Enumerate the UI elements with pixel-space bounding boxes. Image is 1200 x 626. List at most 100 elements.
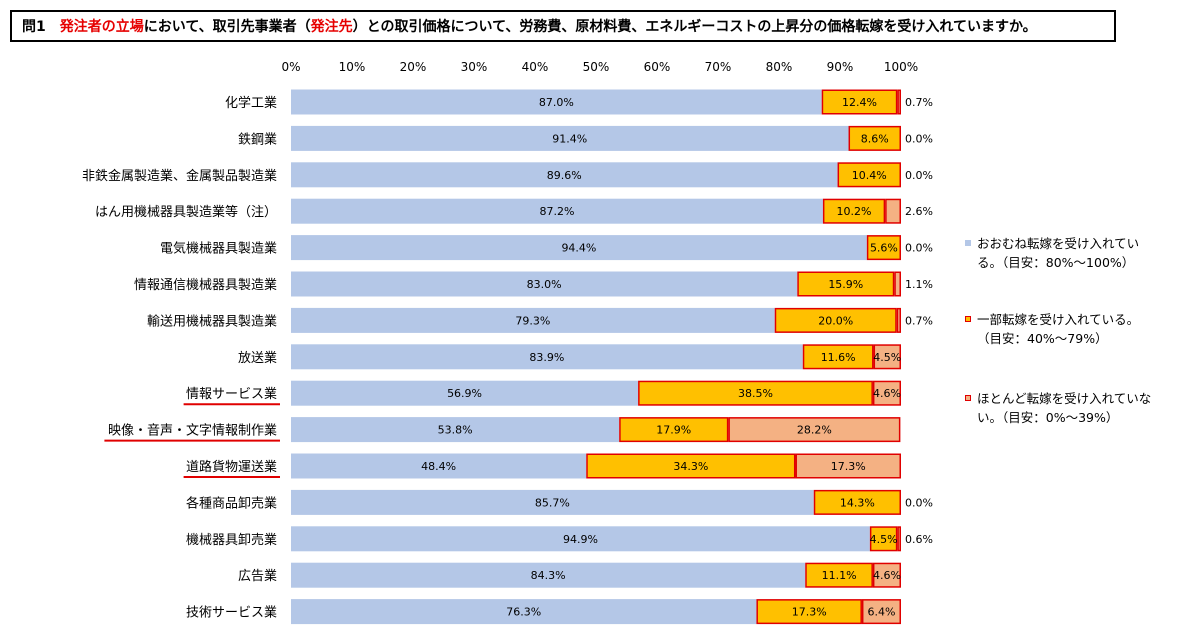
data-label-none: 2.6% [905,205,933,218]
bar-segment-partial [638,380,873,406]
data-label-none: 6.4% [868,606,896,619]
bar-segment-full [291,235,867,261]
category-label: 映像・音声・文字情報制作業 [108,423,277,439]
data-label-none: 1.1% [905,278,933,291]
legend-swatch-partial [965,316,971,322]
bar-segment-partial [869,526,898,552]
x-tick-label: 80% [766,60,793,74]
category-label: 広告業 [238,568,277,584]
data-label-full: 84.3% [531,569,566,582]
bar-segment-full [291,307,775,333]
bar-segment-none [894,271,901,297]
bar-segment-partial [774,307,897,333]
data-label-partial: 10.2% [837,205,872,218]
category-label: 技術サービス業 [186,605,277,621]
data-label-full: 87.0% [539,96,574,109]
data-label-partial: 34.3% [673,460,708,473]
category-label: 機械器具卸売業 [186,532,277,548]
bar-segment-none [897,89,902,115]
x-tick-label: 10% [339,60,366,74]
data-label-partial: 15.9% [828,278,863,291]
bar-segment-full [291,344,803,370]
data-label-none: 4.5% [873,351,901,364]
legend-label-partial-2: （目安：40%～79%） [977,331,1108,346]
title-part-1: 発注者の立場 [59,19,144,35]
bar-segment-none [795,453,901,479]
data-label-none: 17.3% [831,460,866,473]
bar-segment-full [291,198,823,224]
data-label-none: 4.6% [873,387,901,400]
data-label-full: 89.6% [547,169,582,182]
legend-label-full-2: る。（目安：80%～100%） [977,255,1135,270]
data-label-partial: 20.0% [818,314,853,327]
data-label-none: 0.6% [905,533,933,546]
bar-segment-partial [797,271,895,297]
x-tick-label: 30% [461,60,488,74]
data-label-none: 0.7% [905,314,933,327]
data-label-full: 87.2% [539,205,574,218]
data-label-full: 48.4% [421,460,456,473]
data-label-full: 79.3% [515,314,550,327]
bar-segment-partial [756,599,862,625]
bar-segment-partial [848,125,901,151]
data-label-partial: 38.5% [738,387,773,400]
data-label-partial: 14.3% [840,496,875,509]
category-label: 鉄鋼業 [238,131,277,147]
bar-segment-full [291,89,822,115]
x-tick-label: 20% [400,60,427,74]
x-tick-label: 50% [583,60,610,74]
bar-segment-full [291,453,587,479]
data-label-none: 4.6% [873,569,901,582]
bar-segment-none [861,599,902,625]
data-label-full: 85.7% [535,496,570,509]
bar-segment-partial [586,453,796,479]
data-label-full: 76.3% [506,606,541,619]
data-label-partial: 10.4% [852,169,887,182]
title-part-3: 発注先 [310,19,353,35]
bar-segment-full [291,526,870,552]
data-label-none: 0.7% [905,96,933,109]
x-tick-label: 40% [522,60,549,74]
data-label-partial: 4.5% [870,533,898,546]
data-label-full: 94.9% [563,533,598,546]
bar-segment-full [291,417,620,443]
data-label-full: 91.4% [552,132,587,145]
category-label: 輸送用機械器具製造業 [147,313,277,329]
x-tick-label: 70% [705,60,732,74]
legend-item-partial: 一部転嫁を受け入れている。 （目安：40%～79%） [965,310,1190,348]
category-label: 非鉄金属製造業、金属製品製造業 [82,168,277,184]
data-label-full: 56.9% [447,387,482,400]
bar-segment-partial [822,198,886,224]
title-part-4: ）との取引価格について、労務費、原材料費、エネルギーコストの上昇分の価格転嫁を受… [352,19,1037,35]
bar-segment-full [291,271,798,297]
bar-segment-none [728,417,901,443]
category-label: 各種商品卸売業 [186,495,277,511]
bar-segment-none [872,380,902,406]
question-title: 問1 発注者の立場 において、取引先事業者（ 発注先 ）との取引価格について、労… [10,10,1116,42]
data-label-partial: 11.6% [821,351,856,364]
legend-item-full: おおむね転嫁を受け入れてい る。（目安：80%～100%） [965,234,1190,272]
bar-segment-partial [866,235,902,261]
legend-label-none-1: ほとんど転嫁を受け入れていな [977,391,1152,406]
legend-label-none-2: い。（目安：0%～39%） [977,410,1119,425]
title-part-2: において、取引先事業者（ [143,19,311,35]
bar-segment-full [291,162,838,188]
x-tick-label: 100% [884,60,918,74]
legend-swatch-full [965,240,971,246]
category-label: 放送業 [238,350,277,366]
bar-segment-none [885,198,902,224]
bar-segment-none [873,344,901,370]
category-label: 電気機械器具製造業 [160,241,277,257]
data-label-partial: 5.6% [870,242,898,255]
data-label-none: 0.0% [905,496,933,509]
data-label-full: 94.4% [561,242,596,255]
data-label-none: 0.0% [905,132,933,145]
legend-swatch-none [965,395,971,401]
data-label-full: 83.9% [529,351,564,364]
data-label-full: 83.0% [527,278,562,291]
legend-item-none: ほとんど転嫁を受け入れていな い。（目安：0%～39%） [965,389,1190,427]
data-label-none: 0.0% [905,169,933,182]
category-label: 化学工業 [225,95,277,111]
category-label: はん用機械器具製造業等（注） [95,204,277,220]
